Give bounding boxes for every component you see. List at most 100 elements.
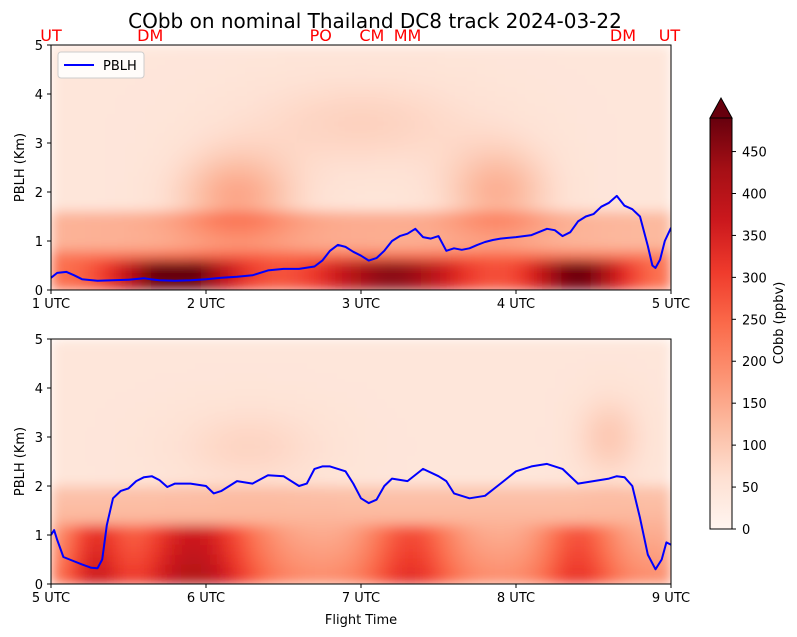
- heatmap-cell: [341, 231, 352, 242]
- heatmap-cell: [511, 182, 522, 193]
- heatmap-cell: [191, 143, 202, 154]
- heatmap-cell: [121, 74, 132, 85]
- heatmap-cell: [281, 133, 292, 144]
- y-tick-label: 4: [35, 88, 43, 103]
- heatmap-cell: [301, 358, 312, 369]
- heatmap-cell: [61, 152, 72, 164]
- heatmap-cell: [251, 250, 262, 262]
- heatmap-cell: [651, 231, 662, 242]
- heatmap-cell: [361, 505, 372, 516]
- heatmap-cell: [111, 182, 122, 193]
- heatmap-cell: [301, 54, 312, 66]
- heatmap-cell: [191, 172, 202, 183]
- heatmap-cell: [171, 417, 182, 428]
- heatmap-cell: [71, 143, 82, 154]
- heatmap-cell: [251, 515, 262, 526]
- heatmap-cell: [411, 407, 422, 418]
- heatmap-cell: [561, 241, 572, 252]
- heatmap-cell: [291, 378, 302, 389]
- heatmap-cell: [661, 495, 671, 507]
- heatmap-cell: [611, 486, 622, 497]
- heatmap-cell: [281, 446, 292, 458]
- heatmap-cell: [601, 535, 612, 546]
- heatmap-cell: [311, 133, 322, 144]
- heatmap-cell: [531, 564, 542, 575]
- heatmap-cell: [191, 348, 202, 360]
- heatmap-cell: [211, 172, 222, 183]
- heatmap-cell: [201, 388, 212, 399]
- heatmap-cell: [451, 358, 462, 369]
- heatmap-cell: [631, 103, 642, 115]
- heatmap-cell: [371, 388, 382, 399]
- heatmap-cell: [241, 525, 252, 536]
- heatmap-cell: [661, 388, 671, 399]
- heatmap-cell: [71, 476, 82, 487]
- heatmap-cell: [281, 64, 292, 75]
- heatmap-cell: [51, 466, 62, 477]
- heatmap-cell: [291, 201, 302, 213]
- heatmap-cell: [161, 339, 172, 350]
- heatmap-cell: [411, 54, 422, 66]
- heatmap-cell: [621, 535, 632, 546]
- heatmap-cell: [61, 339, 72, 350]
- heatmap-cell: [291, 544, 302, 556]
- heatmap-cell: [521, 192, 532, 203]
- heatmap-cell: [211, 270, 222, 281]
- heatmap-cell: [641, 348, 652, 360]
- heatmap-cell: [181, 564, 192, 575]
- heatmap-cell: [571, 544, 582, 556]
- heatmap-cell: [611, 505, 622, 516]
- heatmap-cell: [351, 241, 362, 252]
- heatmap-cell: [371, 378, 382, 389]
- heatmap-cell: [361, 368, 372, 379]
- heatmap-cell: [311, 280, 322, 290]
- heatmap-cell: [131, 260, 142, 271]
- heatmap-cell: [521, 54, 532, 66]
- heatmap-cell: [521, 241, 532, 252]
- heatmap-cell: [131, 437, 142, 448]
- heatmap-cell: [461, 378, 472, 389]
- heatmap-cell: [171, 64, 182, 75]
- heatmap-cell: [501, 456, 512, 467]
- heatmap-cell: [71, 535, 82, 546]
- heatmap-cell: [141, 152, 152, 164]
- heatmap-cell: [381, 564, 392, 575]
- heatmap-cell: [611, 407, 622, 418]
- heatmap-cell: [341, 495, 352, 507]
- heatmap-cell: [281, 456, 292, 467]
- heatmap-cell: [171, 241, 182, 252]
- heatmap-cell: [421, 368, 432, 379]
- heatmap-cell: [291, 495, 302, 507]
- heatmap-cell: [371, 505, 382, 516]
- heatmap-cell: [411, 103, 422, 115]
- heatmap-cell: [191, 368, 202, 379]
- heatmap-cell: [421, 94, 432, 105]
- x-tick-label: 3 UTC: [342, 297, 380, 312]
- heatmap-cell: [431, 368, 442, 379]
- heatmap-cell: [481, 64, 492, 75]
- heatmap-cell: [461, 162, 472, 173]
- heatmap-cell: [411, 397, 422, 409]
- heatmap-cell: [521, 64, 532, 75]
- heatmap-cell: [131, 368, 142, 379]
- heatmap-cell: [351, 231, 362, 242]
- heatmap-cell: [461, 201, 472, 213]
- heatmap-cell: [481, 270, 492, 281]
- heatmap-cell: [631, 378, 642, 389]
- y-tick-label: 1: [35, 529, 43, 544]
- heatmap-cell: [511, 339, 522, 350]
- heatmap-cell: [231, 231, 242, 242]
- heatmap-cell: [111, 123, 122, 134]
- heatmap-cell: [501, 241, 512, 252]
- heatmap-cell: [621, 162, 632, 173]
- heatmap-cell: [251, 378, 262, 389]
- heatmap-cell: [661, 84, 671, 95]
- heatmap-cell: [481, 94, 492, 105]
- heatmap-cell: [521, 250, 532, 262]
- heatmap-cell: [621, 407, 632, 418]
- heatmap-cell: [361, 64, 372, 75]
- heatmap-cell: [341, 368, 352, 379]
- heatmap-cell: [461, 388, 472, 399]
- heatmap-cell: [551, 54, 562, 66]
- heatmap-cell: [581, 152, 592, 164]
